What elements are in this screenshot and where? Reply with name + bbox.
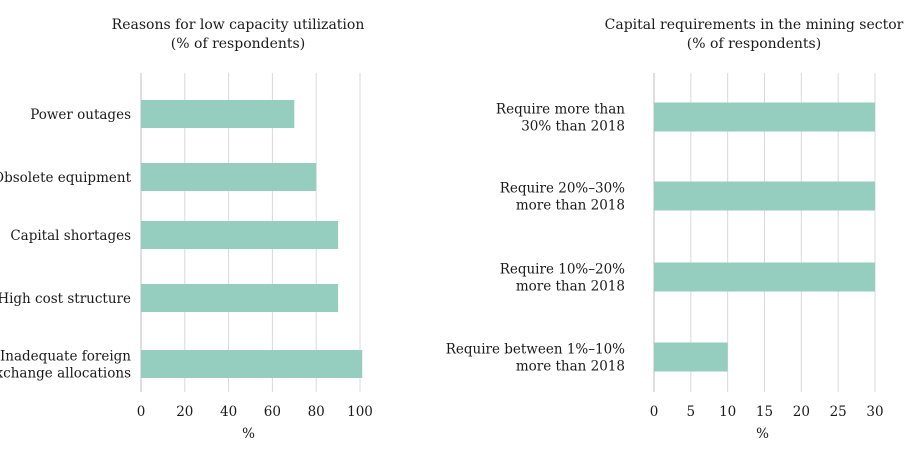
right-chart-title-line: Capital requirements in the mining secto… <box>605 17 904 33</box>
right-x-tick-label: 20 <box>793 404 810 420</box>
left-category-label: Inadequate foreign <box>0 349 131 365</box>
left-category-label: Capital shortages <box>10 228 131 244</box>
right-x-axis-label: % <box>756 426 769 442</box>
right-category-label: more than 2018 <box>516 279 625 295</box>
right-category-label: more than 2018 <box>516 359 625 375</box>
right-bar <box>654 181 875 211</box>
left-x-tick-label: 0 <box>137 404 146 420</box>
left-bar <box>141 350 363 378</box>
left-bar <box>141 163 317 191</box>
left-bar <box>141 221 339 249</box>
left-chart-title-line: Reasons for low capacity utilization <box>112 17 365 33</box>
left-chart-title-line: (% of respondents) <box>171 36 305 52</box>
right-x-tick-label: 15 <box>756 404 773 420</box>
left-bar <box>141 284 339 312</box>
right-bar <box>654 262 875 292</box>
left-category-label: exchange allocations <box>0 366 131 382</box>
right-category-label: more than 2018 <box>516 198 625 214</box>
right-x-tick-label: 10 <box>719 404 736 420</box>
right-x-tick-label: 25 <box>830 404 847 420</box>
left-x-tick-label: 80 <box>308 404 325 420</box>
right-category-label: Require more than <box>496 102 625 118</box>
left-category-label: Power outages <box>30 107 131 123</box>
right-category-label: Require 20%–30% <box>500 181 625 197</box>
right-x-tick-label: 0 <box>650 404 659 420</box>
right-category-label: Require between 1%–10% <box>446 342 625 358</box>
left-category-label: High cost structure <box>0 291 131 307</box>
right-bar <box>654 102 875 132</box>
right-category-label: 30% than 2018 <box>521 119 625 135</box>
left-x-tick-label: 20 <box>176 404 193 420</box>
left-x-tick-label: 60 <box>264 404 281 420</box>
left-bar <box>141 100 295 128</box>
right-chart-title-line: (% of respondents) <box>687 36 821 52</box>
left-category-label: Obsolete equipment <box>0 170 132 186</box>
chart-left: Reasons for low capacity utilization (% o… <box>0 17 373 442</box>
left-x-axis-label: % <box>242 426 255 442</box>
right-x-tick-label: 5 <box>687 404 696 420</box>
left-x-tick-label: 40 <box>220 404 237 420</box>
right-category-label: Require 10%–20% <box>500 262 625 278</box>
chart-right: Capital requirements in the mining secto… <box>446 17 904 442</box>
left-x-tick-label: 100 <box>347 404 373 420</box>
right-bar <box>654 342 728 372</box>
right-x-tick-label: 30 <box>866 404 883 420</box>
